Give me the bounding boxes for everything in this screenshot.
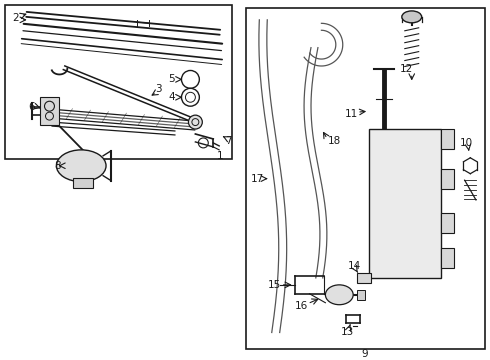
Text: 6: 6 <box>28 102 35 112</box>
Text: 16: 16 <box>295 301 308 311</box>
Text: 18: 18 <box>328 136 341 146</box>
Text: 3: 3 <box>155 84 162 94</box>
Text: 9: 9 <box>362 349 368 359</box>
Text: 13: 13 <box>341 327 354 337</box>
Text: 2: 2 <box>12 13 19 23</box>
Bar <box>246 8 485 349</box>
Bar <box>441 169 454 189</box>
Bar <box>357 273 371 283</box>
Text: 1: 1 <box>217 151 223 161</box>
Ellipse shape <box>325 285 353 305</box>
Text: 5: 5 <box>168 75 175 84</box>
Bar <box>357 290 365 300</box>
Text: 4: 4 <box>168 92 175 102</box>
Text: 10: 10 <box>460 138 473 148</box>
Bar <box>441 248 454 268</box>
Bar <box>74 178 93 188</box>
Text: 8: 8 <box>54 161 61 171</box>
Bar <box>369 129 441 278</box>
Bar <box>5 5 232 159</box>
Text: 11: 11 <box>344 109 358 119</box>
Circle shape <box>189 115 202 129</box>
Bar <box>40 97 59 125</box>
Text: 12: 12 <box>400 64 414 75</box>
Bar <box>441 129 454 149</box>
Text: 7: 7 <box>225 136 231 146</box>
Bar <box>441 213 454 233</box>
Text: 14: 14 <box>347 261 361 271</box>
Text: 15: 15 <box>268 280 281 290</box>
Text: 17: 17 <box>251 174 265 184</box>
Ellipse shape <box>56 150 106 182</box>
Ellipse shape <box>402 11 422 23</box>
